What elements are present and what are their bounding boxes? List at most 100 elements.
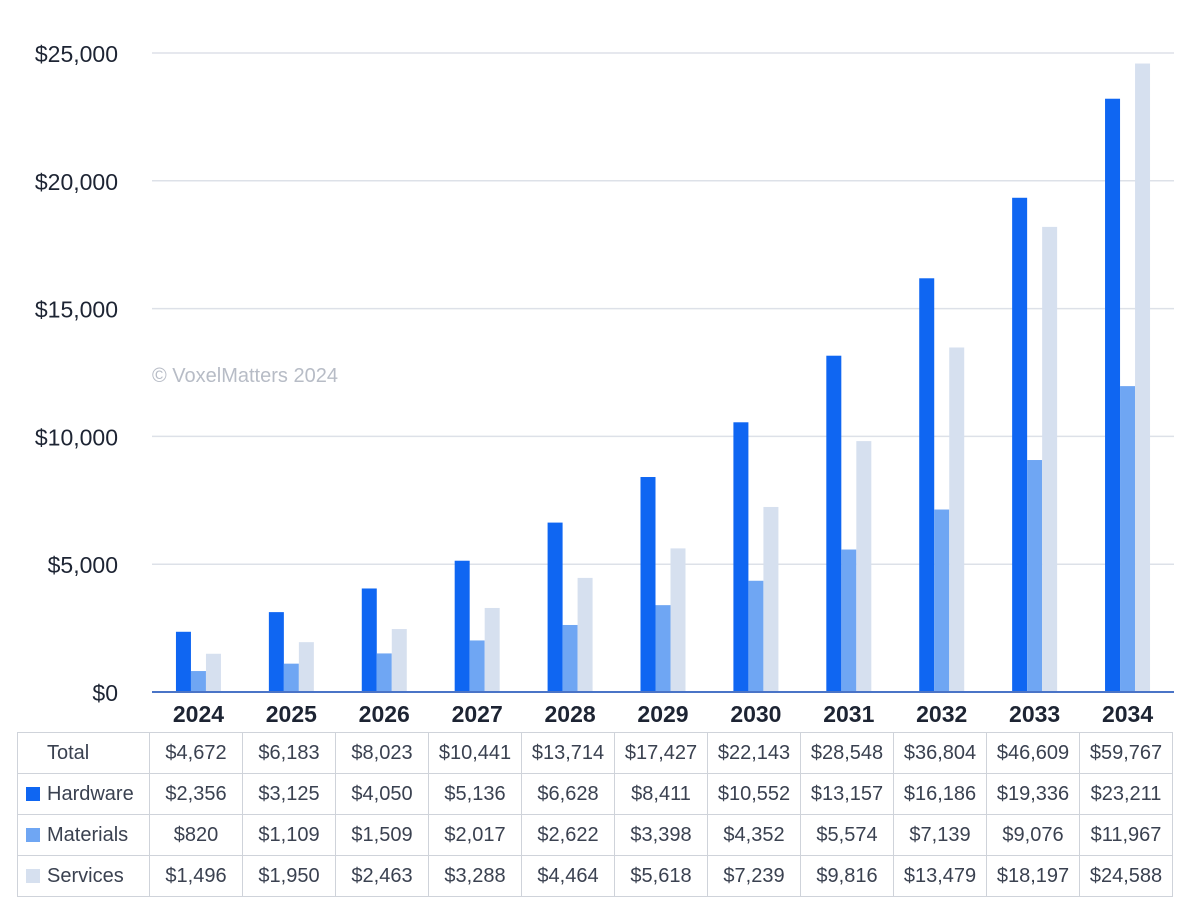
x-tick-label: 2029 <box>637 701 688 727</box>
table-cell: $10,552 <box>707 773 801 815</box>
table-cell: $23,211 <box>1079 773 1173 815</box>
table-cell: $5,618 <box>614 855 708 897</box>
table-cell: $6,628 <box>521 773 615 815</box>
bar-materials-2027 <box>469 640 485 692</box>
table-cell: $1,950 <box>242 855 336 897</box>
y-tick-label: $10,000 <box>35 424 118 450</box>
data-table: Total $4,672 $6,183 $8,023 $10,441 $13,714 $17… <box>17 732 1173 897</box>
table-cell: $6,183 <box>242 732 336 774</box>
bar-hardware-2034 <box>1105 98 1121 693</box>
bar-hardware-2024 <box>175 631 191 692</box>
table-cell: $7,139 <box>893 814 987 856</box>
x-tick-label: 2025 <box>266 701 317 727</box>
table-cell: $4,464 <box>521 855 615 897</box>
table-row: Services $1,496 $1,950 $2,463 $3,288 $4,464 $5… <box>17 855 1173 897</box>
table-cell: $16,186 <box>893 773 987 815</box>
y-tick-label: $25,000 <box>35 41 118 67</box>
table-cell: $13,479 <box>893 855 987 897</box>
table-cell: $5,136 <box>428 773 522 815</box>
bar-services-2031 <box>856 441 872 692</box>
table-cell: $1,496 <box>149 855 243 897</box>
x-tick-label: 2028 <box>545 701 596 727</box>
table-cell: $11,967 <box>1079 814 1173 856</box>
bar-materials-2025 <box>283 663 299 692</box>
x-tick-label: 2034 <box>1102 701 1153 727</box>
table-cell: $3,398 <box>614 814 708 856</box>
bar-services-2033 <box>1042 226 1058 692</box>
bar-materials-2031 <box>841 549 857 692</box>
table-cell: $59,767 <box>1079 732 1173 774</box>
row-label-cell: Services <box>17 855 150 897</box>
legend-swatch <box>26 786 40 801</box>
row-label-cell: Hardware <box>17 773 150 815</box>
bar-hardware-2025 <box>268 612 284 692</box>
bar-materials-2034 <box>1120 386 1136 692</box>
y-tick-label: $5,000 <box>48 552 118 578</box>
bar-services-2028 <box>577 577 593 692</box>
table-row: Hardware $2,356 $3,125 $4,050 $5,136 $6,628 $8… <box>17 773 1173 815</box>
table-cell: $17,427 <box>614 732 708 774</box>
y-tick-label: $15,000 <box>35 297 118 323</box>
table-cell: $2,622 <box>521 814 615 856</box>
table-cell: $2,463 <box>335 855 429 897</box>
x-axis-ticks: 2024 2025 2026 2027 2028 2029 2030 2031 2032 2033… <box>173 701 1153 727</box>
x-tick-label: 2033 <box>1009 701 1060 727</box>
table-cell: $13,157 <box>800 773 894 815</box>
bar-materials-2024 <box>190 671 206 692</box>
bar-chart: $0 $5,000 $10,000 $15,000 $20,000 $25,000 © V… <box>35 41 1174 727</box>
table-cell: $1,509 <box>335 814 429 856</box>
table-cell: $9,816 <box>800 855 894 897</box>
table-cell: $24,588 <box>1079 855 1173 897</box>
table-cell: $2,017 <box>428 814 522 856</box>
bar-materials-2033 <box>1027 460 1043 692</box>
x-tick-label: 2031 <box>823 701 874 727</box>
legend-swatch <box>26 868 40 883</box>
bar-services-2024 <box>205 653 221 692</box>
gridlines <box>152 52 1174 565</box>
table-cell: $10,441 <box>428 732 522 774</box>
bar-hardware-2033 <box>1012 197 1028 692</box>
table-cell: $36,804 <box>893 732 987 774</box>
bar-services-2034 <box>1135 63 1151 693</box>
table-cell: $820 <box>149 814 243 856</box>
bar-materials-2032 <box>934 509 950 692</box>
table-cell: $3,125 <box>242 773 336 815</box>
table-cell: $2,356 <box>149 773 243 815</box>
x-tick-label: 2030 <box>730 701 781 727</box>
x-tick-label: 2032 <box>916 701 967 727</box>
bar-services-2030 <box>763 506 779 692</box>
x-tick-label: 2024 <box>173 701 224 727</box>
legend-swatch <box>26 827 40 842</box>
row-label: Total <box>47 741 90 764</box>
bar-services-2025 <box>298 642 314 692</box>
y-axis-ticks: $0 $5,000 $10,000 $15,000 $20,000 $25,000 <box>35 41 118 706</box>
y-tick-label: $0 <box>92 680 118 706</box>
bar-hardware-2028 <box>547 522 563 692</box>
table-cell: $4,672 <box>149 732 243 774</box>
y-tick-label: $20,000 <box>35 169 118 195</box>
table-cell: $28,548 <box>800 732 894 774</box>
table-cell: $19,336 <box>986 773 1080 815</box>
bar-hardware-2027 <box>454 560 470 692</box>
bar-hardware-2029 <box>640 477 656 692</box>
bar-materials-2028 <box>562 624 578 692</box>
table-cell: $46,609 <box>986 732 1080 774</box>
bar-hardware-2032 <box>919 278 935 692</box>
bars <box>175 63 1151 693</box>
table-cell: $13,714 <box>521 732 615 774</box>
bar-hardware-2026 <box>361 588 377 692</box>
bar-services-2032 <box>949 347 965 692</box>
bar-services-2026 <box>391 629 407 692</box>
table-cell: $8,411 <box>614 773 708 815</box>
table-cell: $4,050 <box>335 773 429 815</box>
table-cell: $18,197 <box>986 855 1080 897</box>
row-label: Hardware <box>47 782 134 805</box>
row-label-cell: Total <box>17 732 150 774</box>
table-row: Total $4,672 $6,183 $8,023 $10,441 $13,714 $17… <box>17 732 1173 774</box>
bar-materials-2030 <box>748 580 764 692</box>
bar-materials-2029 <box>655 605 671 692</box>
table-cell: $4,352 <box>707 814 801 856</box>
table-row: Materials $820 $1,109 $1,509 $2,017 $2,622 $3,… <box>17 814 1173 856</box>
table-cell: $5,574 <box>800 814 894 856</box>
x-tick-label: 2026 <box>359 701 410 727</box>
